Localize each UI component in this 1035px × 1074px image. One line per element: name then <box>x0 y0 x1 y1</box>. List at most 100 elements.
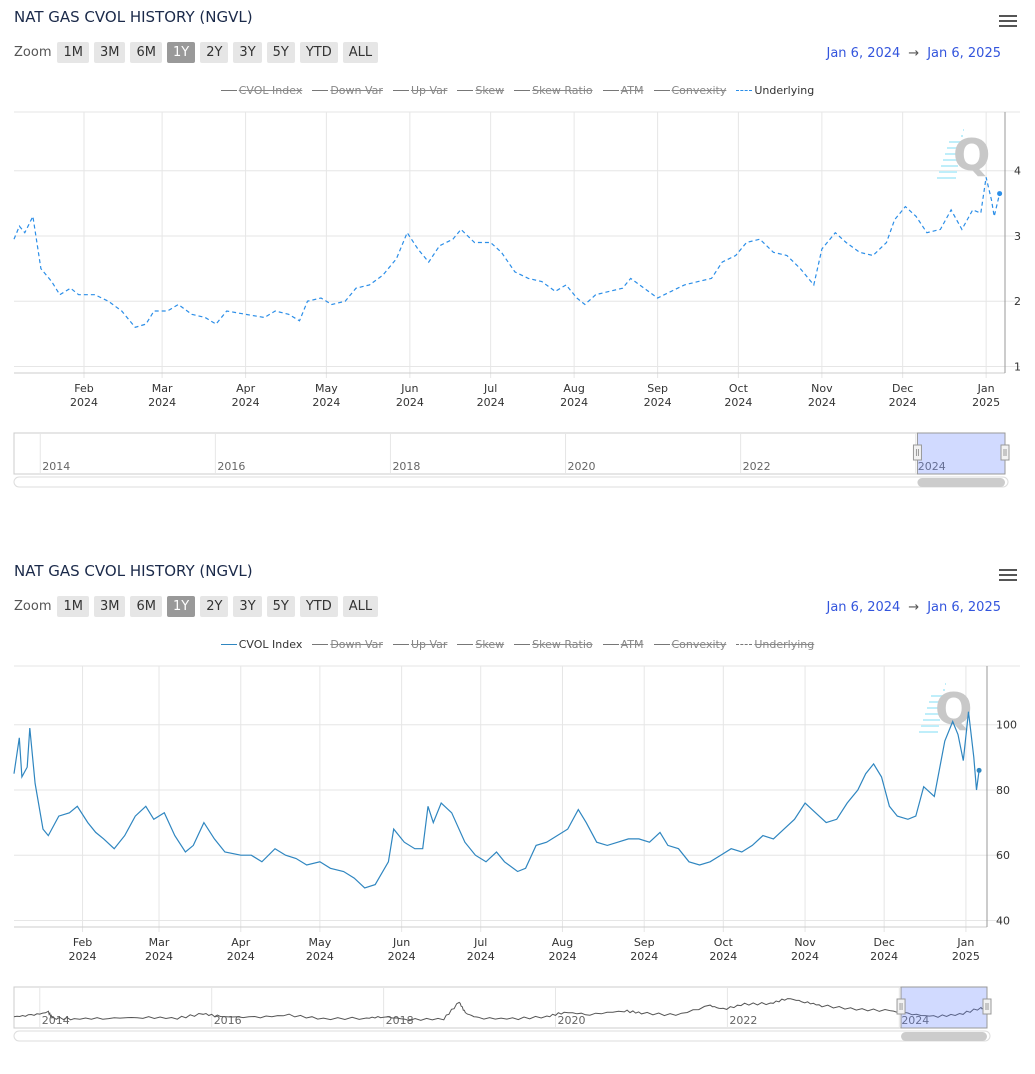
scrollbar-thumb[interactable] <box>917 478 1005 487</box>
legend-item-up-var[interactable]: Up Var <box>392 84 448 97</box>
navigator-year-label: 2016 <box>217 460 245 473</box>
legend-label: Skew <box>475 84 505 97</box>
navigator-handle-left[interactable] <box>896 998 906 1015</box>
zoom-button-5y[interactable]: 5Y <box>266 42 295 63</box>
x-tick-year: 2024 <box>312 396 340 409</box>
navigator-series-line <box>13 998 987 1022</box>
x-tick-month: Jun <box>392 936 410 949</box>
legend-label: Up Var <box>410 638 448 651</box>
y-tick-label: 1 <box>1014 360 1021 373</box>
legend-swatch <box>602 90 619 91</box>
scrollbar-track[interactable] <box>13 476 1009 488</box>
range-arrow: → <box>908 600 920 615</box>
legend-item-down-var[interactable]: Down Var <box>312 638 383 651</box>
navigator-handle-left[interactable] <box>912 444 922 461</box>
last-point-marker[interactable] <box>997 191 1003 197</box>
legend-item-down-var[interactable]: Down Var <box>312 84 383 97</box>
legend-label: Down Var <box>330 84 383 97</box>
zoom-button-1m[interactable]: 1M <box>57 596 89 617</box>
legend-item-convexity[interactable]: Convexity <box>653 638 727 651</box>
zoom-button-6m[interactable]: 6M <box>130 42 162 63</box>
scrollbar-thumb[interactable] <box>901 1032 987 1041</box>
menu-hamburger-icon[interactable] <box>999 15 1017 30</box>
legend-swatch <box>392 644 409 645</box>
last-point-marker[interactable] <box>976 767 982 773</box>
navigator-handle-right[interactable] <box>982 998 992 1015</box>
zoom-button-all[interactable]: ALL <box>342 596 379 617</box>
x-tick-month: Jan <box>956 936 974 949</box>
zoom-button-1y[interactable]: 1Y <box>166 596 196 617</box>
legend-item-underlying[interactable]: Underlying <box>736 84 814 97</box>
legend-item-atm[interactable]: ATM <box>602 638 644 651</box>
legend-item-underlying[interactable]: Underlying <box>736 638 814 651</box>
legend-item-cvol-index[interactable]: CVOL Index <box>220 84 302 97</box>
range-to[interactable]: Jan 6, 2025 <box>927 600 1001 615</box>
legend-item-convexity[interactable]: Convexity <box>653 84 726 97</box>
legend-item-skew[interactable]: Skew <box>457 638 504 651</box>
legend-item-atm[interactable]: ATM <box>602 84 644 97</box>
zoom-button-5y[interactable]: 5Y <box>266 596 295 617</box>
legend-label: Up Var <box>410 84 448 97</box>
legend-label: CVOL Index <box>238 638 303 651</box>
series-line-cvol-index[interactable] <box>13 711 980 889</box>
navigator-year-label: 2022 <box>743 460 771 473</box>
zoom-button-3y[interactable]: 3Y <box>233 42 262 63</box>
legend-swatch <box>457 644 474 645</box>
y-tick-label: 100 <box>996 719 1017 732</box>
svg-text:Q: Q <box>935 684 972 735</box>
navigator[interactable]: 2014 2016 2018 2020 2022 2024 <box>13 986 992 1029</box>
zoom-button-3y[interactable]: 3Y <box>233 596 262 617</box>
series-line-underlying[interactable] <box>13 177 1001 328</box>
y-tick-label: 40 <box>996 914 1010 927</box>
x-tick-year: 2024 <box>791 950 819 963</box>
legend-label: ATM <box>620 638 644 651</box>
zoom-button-ytd[interactable]: YTD <box>299 42 338 63</box>
zoom-button-ytd[interactable]: YTD <box>299 596 338 617</box>
navigator-selection-window[interactable] <box>900 986 988 1029</box>
legend-item-cvol-index[interactable]: CVOL Index <box>220 638 303 651</box>
legend-label: Skew <box>475 638 505 651</box>
legend-item-skew[interactable]: Skew <box>457 84 504 97</box>
zoom-button-2y[interactable]: 2Y <box>200 42 229 63</box>
navigator-year-label: 2020 <box>558 1014 586 1027</box>
navigator-handle-right[interactable] <box>1000 444 1010 461</box>
navigator-frame <box>13 432 1006 475</box>
zoom-bar: Zoom 1M 3M 6M 1Y 2Y 3Y 5Y YTD ALL <box>14 596 383 617</box>
q-logo-watermark-icon: Q <box>919 683 972 735</box>
x-tick-month: Aug <box>552 936 573 949</box>
legend-item-skew-ratio[interactable]: Skew Ratio <box>514 638 593 651</box>
zoom-bar: Zoom 1M 3M 6M 1Y 2Y 3Y 5Y YTD ALL <box>14 42 383 63</box>
legend-item-up-var[interactable]: Up Var <box>392 638 448 651</box>
legend-label: Convexity <box>671 638 727 651</box>
y-tick-label: 60 <box>996 849 1010 862</box>
zoom-button-3m[interactable]: 3M <box>93 42 126 63</box>
navigator-selection-window[interactable] <box>916 432 1006 475</box>
zoom-label: Zoom <box>14 45 52 60</box>
menu-hamburger-icon[interactable] <box>999 569 1017 584</box>
legend-label: Underlying <box>754 84 815 97</box>
zoom-button-6m[interactable]: 6M <box>130 596 162 617</box>
legend-swatch <box>514 644 531 645</box>
range-to[interactable]: Jan 6, 2025 <box>927 46 1001 61</box>
zoom-button-3m[interactable]: 3M <box>93 596 126 617</box>
x-tick-month: Nov <box>811 382 833 395</box>
x-tick-month: Aug <box>563 382 584 395</box>
x-tick-month: Feb <box>74 382 93 395</box>
zoom-button-1y[interactable]: 1Y <box>166 42 196 63</box>
legend-swatch <box>653 644 670 645</box>
zoom-button-2y[interactable]: 2Y <box>200 596 229 617</box>
range-from[interactable]: Jan 6, 2024 <box>826 46 901 61</box>
x-tick-year: 2024 <box>630 950 658 963</box>
x-tick-month: Dec <box>874 936 895 949</box>
navigator[interactable]: 2014 2016 2018 2020 2022 2024 <box>13 432 1010 475</box>
navigator-frame <box>13 986 988 1029</box>
scrollbar-track[interactable] <box>13 1030 991 1042</box>
legend-item-skew-ratio[interactable]: Skew Ratio <box>514 84 593 97</box>
zoom-button-1m[interactable]: 1M <box>57 42 89 63</box>
range-from[interactable]: Jan 6, 2024 <box>826 600 901 615</box>
legend-label: Down Var <box>330 638 383 651</box>
zoom-button-all[interactable]: ALL <box>342 42 379 63</box>
legend-swatch <box>736 90 753 91</box>
x-tick-month: Mar <box>152 382 173 395</box>
chart-title: NAT GAS CVOL HISTORY (NGVL) <box>14 562 253 580</box>
